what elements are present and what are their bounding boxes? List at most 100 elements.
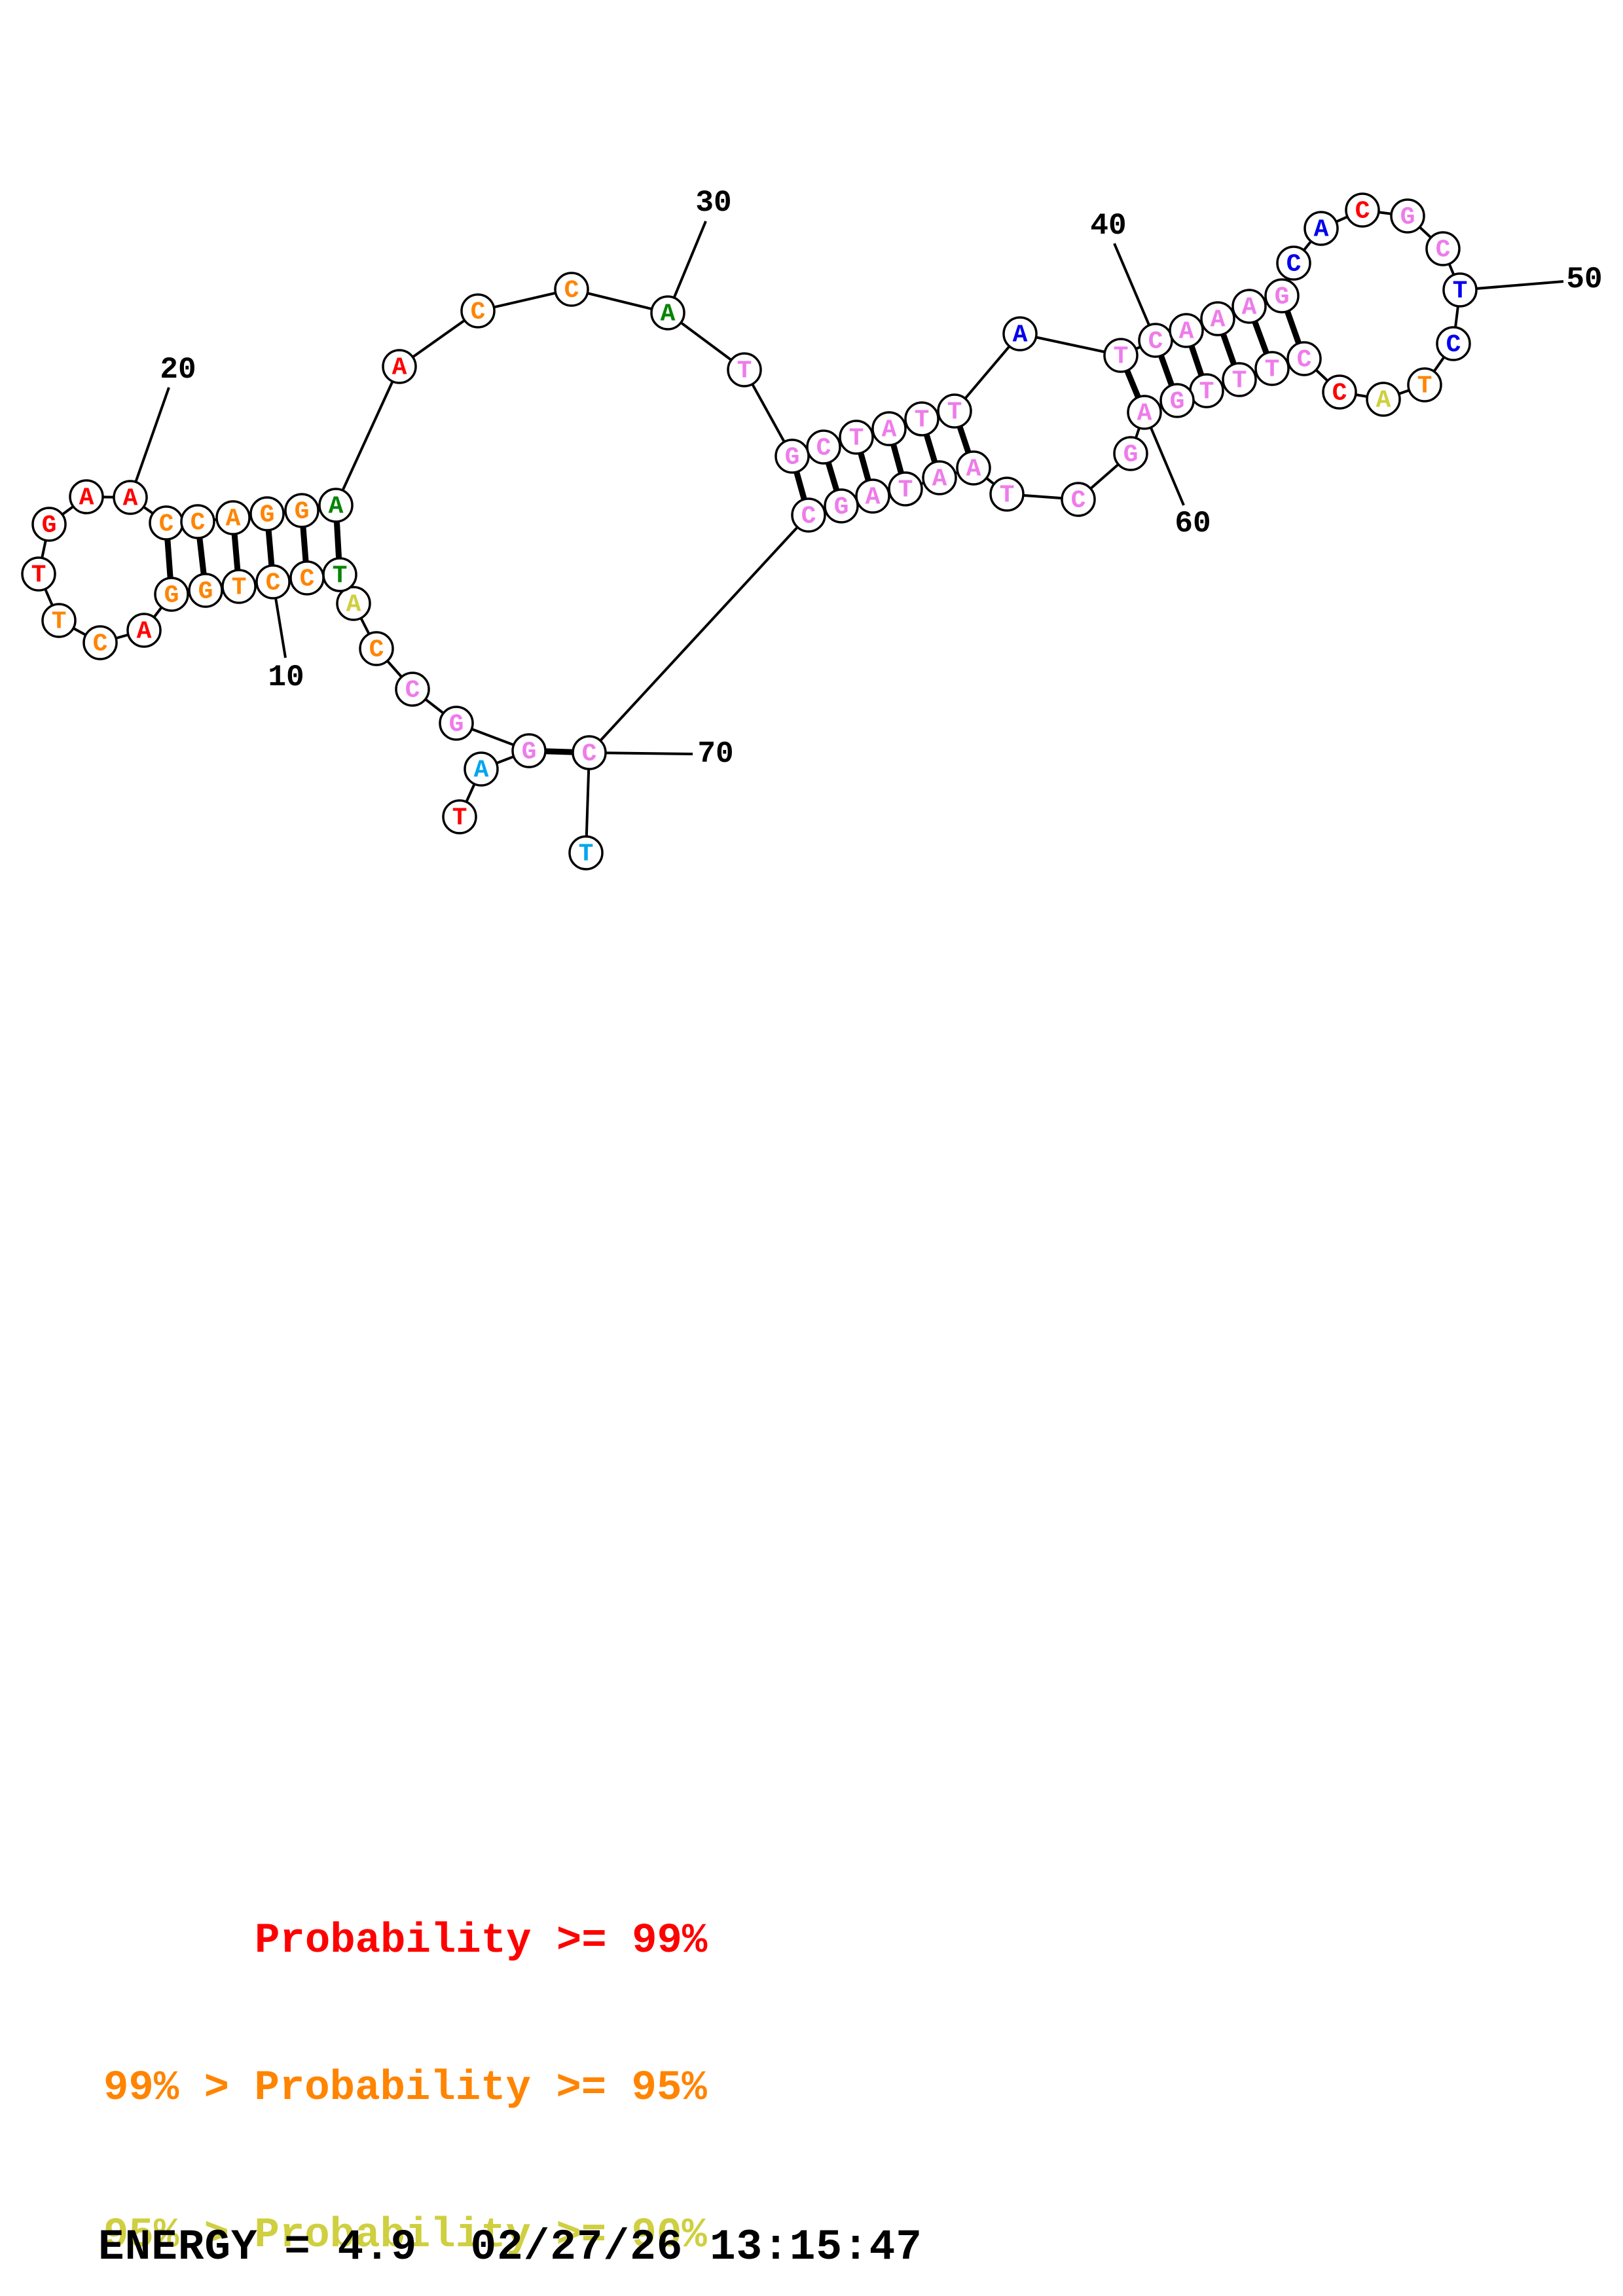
nucleotide-69-circle bbox=[791, 497, 826, 533]
nucleotide-2-circle bbox=[464, 751, 499, 787]
nucleotide-9-circle bbox=[289, 560, 325, 596]
nucleotide-60-letter: A bbox=[1137, 400, 1152, 428]
nucleotide-26-circle bbox=[318, 488, 354, 523]
nucleotide-62-letter: C bbox=[1071, 487, 1086, 515]
nucleotide-37-letter: T bbox=[947, 399, 962, 427]
nucleotide-14-circle bbox=[126, 613, 162, 648]
label-line-20 bbox=[129, 387, 170, 498]
nucleotide-20-letter: A bbox=[123, 485, 138, 513]
nucleotide-22-letter: C bbox=[191, 509, 206, 537]
position-label-40: 40 bbox=[1090, 209, 1126, 243]
nucleotide-7-circle bbox=[336, 586, 371, 621]
legend-row-p90: 95% > Probability >= 90% bbox=[103, 2212, 707, 2259]
nucleotide-49-letter: C bbox=[1436, 236, 1451, 264]
nucleotide-62-circle bbox=[1061, 482, 1096, 517]
nucleotide-17-letter: T bbox=[31, 562, 46, 590]
nucleotide-53-letter: A bbox=[1376, 387, 1391, 415]
nucleotide-51-circle bbox=[1436, 326, 1471, 361]
nucleotide-59-letter: G bbox=[1170, 388, 1185, 416]
energy-line: ENERGY = 4.9 02/27/26 13:15:47 bbox=[98, 2223, 922, 2272]
nucleotide-26-letter: A bbox=[329, 493, 344, 521]
nucleotide-40-letter: C bbox=[1148, 328, 1163, 356]
nucleotide-16-circle bbox=[41, 603, 77, 638]
nucleotide-12-letter: G bbox=[198, 578, 213, 606]
nucleotide-63-letter: T bbox=[1000, 482, 1015, 510]
nucleotide-33-circle bbox=[806, 429, 841, 465]
position-label-70: 70 bbox=[697, 737, 733, 771]
nucleotide-39-letter: T bbox=[1114, 343, 1129, 371]
nucleotide-8-letter: T bbox=[333, 562, 348, 590]
nucleotide-18-circle bbox=[31, 507, 67, 542]
position-label-30: 30 bbox=[695, 186, 731, 220]
nucleotide-42-circle bbox=[1200, 301, 1235, 336]
nucleotide-6-letter: C bbox=[369, 636, 384, 664]
nucleotide-70-letter: C bbox=[582, 740, 597, 768]
nucleotide-60-circle bbox=[1127, 395, 1162, 430]
nucleotide-30-circle bbox=[650, 295, 685, 331]
nucleotide-35-letter: A bbox=[882, 416, 897, 444]
nucleotide-57-circle bbox=[1222, 362, 1257, 397]
nucleotide-22-circle bbox=[180, 504, 215, 539]
nucleotide-46-letter: A bbox=[1314, 216, 1329, 244]
nucleotide-67-circle bbox=[855, 478, 890, 514]
nucleotide-23-circle bbox=[215, 500, 251, 535]
nucleotide-24-circle bbox=[249, 496, 285, 531]
nucleotide-2-letter: A bbox=[474, 757, 489, 785]
nucleotide-66-circle bbox=[888, 471, 923, 507]
nucleotide-48-letter: G bbox=[1400, 204, 1415, 232]
nucleotide-18-letter: G bbox=[42, 512, 57, 540]
nucleotide-64-circle bbox=[956, 450, 991, 486]
nucleotide-31-letter: T bbox=[737, 357, 752, 386]
nucleotide-1-circle bbox=[442, 799, 477, 834]
nucleotide-68-letter: G bbox=[834, 493, 849, 522]
nucleotide-69-letter: C bbox=[801, 503, 816, 531]
nucleotide-7-letter: A bbox=[346, 591, 361, 619]
nucleotide-71-letter: T bbox=[579, 840, 594, 869]
nucleotide-35-circle bbox=[871, 411, 907, 446]
nucleotide-23-letter: A bbox=[226, 505, 241, 533]
nucleotide-47-circle bbox=[1345, 192, 1380, 228]
nucleotide-20-circle bbox=[113, 480, 148, 515]
nucleotide-61-circle bbox=[1113, 436, 1148, 471]
nucleotide-19-letter: A bbox=[79, 484, 94, 512]
nucleotide-45-letter: C bbox=[1286, 251, 1302, 279]
nucleotide-41-letter: A bbox=[1179, 318, 1194, 346]
nucleotide-50-letter: T bbox=[1453, 278, 1468, 306]
position-label-60: 60 bbox=[1175, 507, 1211, 541]
nucleotide-59-circle bbox=[1159, 383, 1195, 418]
nucleotide-5-circle bbox=[395, 672, 430, 707]
nucleotide-30-letter: A bbox=[661, 300, 676, 329]
nucleotide-42-letter: A bbox=[1211, 306, 1226, 334]
nucleotide-55-letter: C bbox=[1297, 346, 1312, 374]
nucleotide-36-circle bbox=[904, 401, 939, 437]
nucleotide-9-letter: C bbox=[300, 565, 315, 594]
nucleotide-47-letter: C bbox=[1355, 198, 1370, 226]
nucleotide-19-circle bbox=[69, 479, 104, 514]
nucleotide-68-circle bbox=[824, 488, 859, 524]
nucleotide-44-circle bbox=[1264, 278, 1300, 314]
nucleotide-38-circle bbox=[1002, 316, 1038, 351]
nucleotide-54-letter: C bbox=[1332, 380, 1347, 408]
nucleotide-65-circle bbox=[922, 460, 957, 495]
nucleotide-41-circle bbox=[1169, 313, 1204, 348]
nucleotide-27-circle bbox=[382, 349, 417, 384]
nucleotide-56-circle bbox=[1254, 351, 1290, 386]
nucleotide-28-circle bbox=[460, 293, 496, 329]
nucleotide-49-circle bbox=[1425, 231, 1461, 266]
nucleotide-12-circle bbox=[188, 573, 223, 608]
nucleotide-37-circle bbox=[937, 393, 972, 429]
nucleotide-61-letter: G bbox=[1123, 441, 1139, 469]
nucleotide-45-circle bbox=[1276, 245, 1311, 281]
nucleotide-39-circle bbox=[1103, 338, 1139, 373]
nucleotide-31-circle bbox=[727, 352, 762, 387]
nucleotide-55-circle bbox=[1286, 341, 1322, 376]
nucleotide-50-circle bbox=[1442, 272, 1478, 308]
backbone-segment-69-70 bbox=[588, 514, 810, 754]
nucleotide-67-letter: A bbox=[866, 484, 881, 512]
nucleotide-29-letter: C bbox=[564, 277, 579, 305]
nucleotide-4-letter: G bbox=[449, 711, 464, 739]
nucleotide-56-letter: T bbox=[1265, 356, 1280, 384]
nucleotide-32-letter: G bbox=[785, 444, 800, 472]
